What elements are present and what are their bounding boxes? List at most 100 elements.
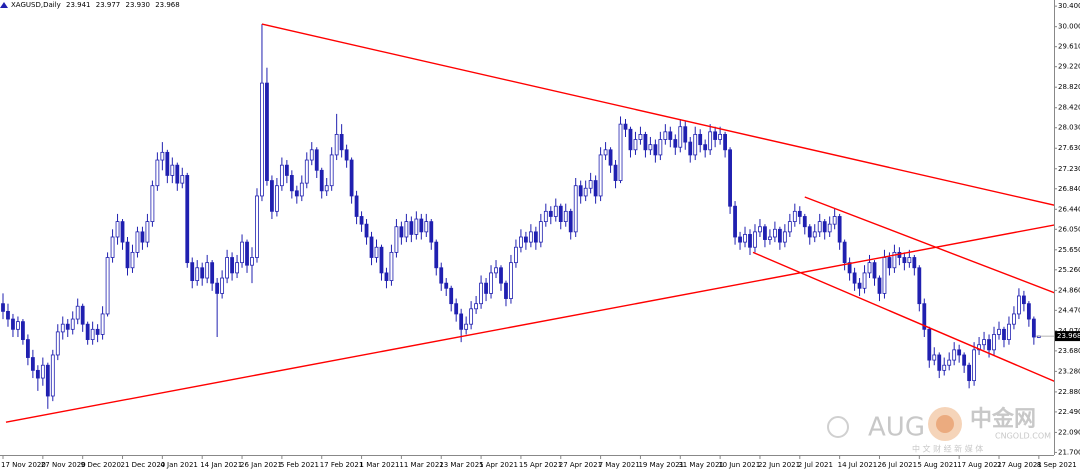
x-tick-label: 31 May 2021 — [678, 461, 724, 469]
candle-body — [997, 328, 1001, 335]
candle-body — [205, 262, 210, 279]
candle-body — [105, 257, 110, 315]
candle-body — [613, 164, 618, 181]
candle-body — [524, 236, 528, 243]
candle-body — [598, 154, 603, 197]
candle-body — [603, 149, 608, 156]
y-tick-label: 21.700 — [1058, 448, 1080, 456]
y-tick-label: 24.860 — [1058, 286, 1080, 294]
trendline — [804, 196, 1054, 294]
x-tick-label: 5 Feb 2021 — [280, 461, 319, 469]
watermark-logo-inner — [936, 415, 954, 433]
candle-body — [140, 231, 145, 243]
last-price-tag — [1055, 331, 1080, 342]
candle-body — [289, 175, 294, 192]
candle-body — [65, 323, 70, 330]
candle-body — [842, 241, 847, 264]
y-tick-label: 23.680 — [1058, 347, 1080, 355]
candle-body — [862, 272, 867, 289]
x-tick-label: 5 Apr 2021 — [479, 461, 518, 469]
x-tick-label: 27 Nov 2020 — [41, 461, 86, 469]
watermark-site: 中金网 — [970, 406, 1036, 432]
candle-body — [235, 262, 239, 274]
candle-body — [21, 321, 25, 340]
candle-body — [339, 133, 344, 151]
candle-body — [474, 303, 479, 310]
candle-body — [847, 262, 852, 274]
candle-body — [703, 144, 708, 151]
candle-body — [255, 195, 259, 258]
x-tick-label: 17 Aug 2021 — [957, 461, 1002, 469]
candle-body — [728, 149, 732, 207]
candle-body — [334, 133, 339, 156]
candle-body — [469, 308, 474, 325]
candle-body — [359, 216, 364, 225]
symbol: XAGUSD,Daily — [11, 1, 61, 9]
candle-body — [1017, 295, 1021, 315]
x-tick-label: 14 Jul 2021 — [838, 461, 878, 469]
candle-body — [623, 123, 628, 130]
candle-body — [265, 82, 269, 181]
candle-body — [25, 339, 30, 358]
candle-body — [130, 251, 135, 269]
y-tick-label: 27.230 — [1058, 165, 1080, 173]
header-low: 23.930 — [125, 1, 150, 9]
candle-body — [419, 218, 424, 233]
plot-area — [1, 23, 1054, 423]
x-tick-label: 27 Apr 2021 — [559, 461, 602, 469]
candle-body — [200, 267, 205, 279]
candle-body — [917, 267, 922, 305]
candle-body — [270, 180, 274, 212]
x-tick-label: 14 Jan 2021 — [200, 461, 242, 469]
x-tick-label: 8 Sep 2021 — [1037, 461, 1077, 469]
candle-body — [464, 323, 469, 330]
candle-body — [1026, 303, 1031, 320]
candle-body — [454, 303, 459, 315]
candle-body — [768, 236, 772, 240]
candle-body — [832, 216, 837, 225]
watermark-tagline: 中 文 财 经 新 媒 体 — [912, 444, 983, 454]
candle-body — [817, 221, 822, 233]
candle-body — [688, 141, 693, 156]
x-tick-label: 17 Feb 2021 — [320, 461, 364, 469]
candle-body — [100, 313, 105, 335]
candle-body — [70, 318, 75, 330]
watermark-url: CNGOLD.COM — [995, 432, 1051, 441]
candle-body — [175, 164, 180, 184]
candle-body — [479, 282, 483, 305]
candle-body — [872, 262, 877, 279]
candle-body — [195, 267, 200, 281]
candle-body — [309, 149, 314, 161]
x-tick-label: 7 May 2021 — [599, 461, 640, 469]
candle-body — [55, 331, 60, 356]
header-open: 23.941 — [66, 1, 91, 9]
y-tick-label: 25.650 — [1058, 246, 1080, 254]
candle-body — [444, 282, 449, 289]
y-tick-label: 30.400 — [1058, 2, 1080, 10]
x-tick-label: 22 Jun 2021 — [758, 461, 800, 469]
candle-body — [578, 185, 583, 197]
candle-body — [160, 151, 165, 161]
header-high: 23.977 — [96, 1, 121, 9]
candle-body — [593, 180, 598, 197]
candle-body — [1012, 313, 1016, 325]
trendline — [752, 251, 1054, 382]
candle-body — [713, 131, 718, 140]
candle-body — [548, 210, 553, 217]
candle-body — [628, 128, 633, 151]
candle-body — [1, 303, 5, 312]
candle-body — [887, 257, 892, 269]
candle-body — [992, 334, 996, 351]
x-tick-label: 19 May 2021 — [638, 461, 684, 469]
y-tick-label: 25.260 — [1058, 266, 1080, 274]
candle-body — [409, 221, 414, 235]
header-close: 23.968 — [155, 1, 180, 9]
x-tick-label: 26 Jul 2021 — [877, 461, 917, 469]
candle-body — [892, 251, 897, 269]
candle-body — [439, 267, 444, 284]
candle-body — [678, 126, 683, 148]
x-tick-label: 15 Apr 2021 — [519, 461, 562, 469]
x-tick-label: 27 Aug 2021 — [997, 461, 1042, 469]
candle-body — [857, 282, 862, 289]
